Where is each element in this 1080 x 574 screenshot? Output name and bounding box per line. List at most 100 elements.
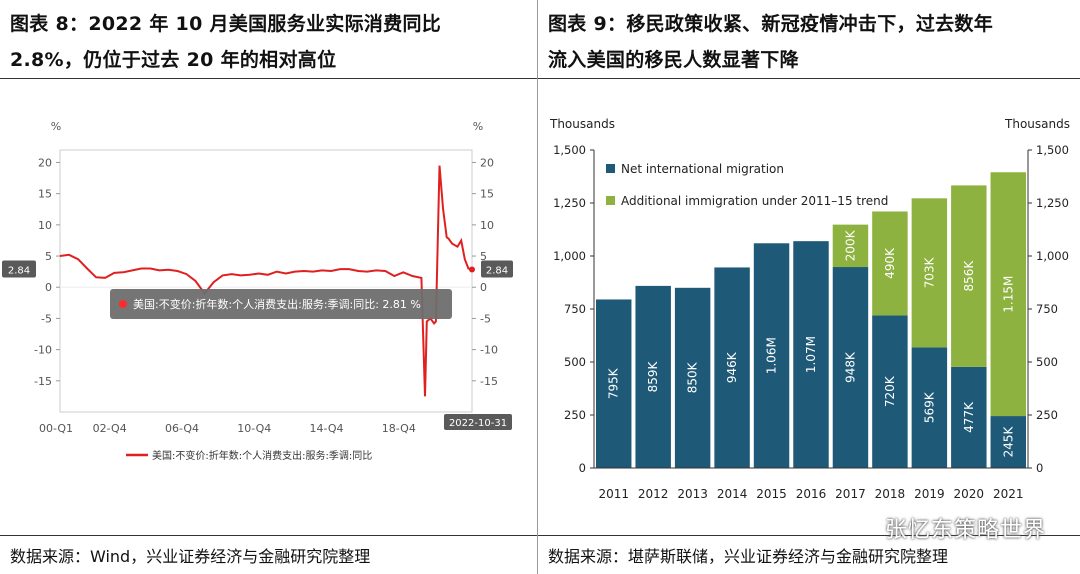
tooltip-text: 美国:不变价:折年数:个人消费支出:服务:季调:同比: 2.81 %: [133, 297, 421, 311]
bar-data-label: 490K: [883, 247, 897, 279]
y-tick-label-right: 250: [1036, 408, 1058, 422]
bar-segment: [872, 211, 908, 316]
y-tick-label-left: 0: [579, 461, 586, 475]
x-tick-label: 2019: [914, 487, 945, 501]
y-tick-label-left: 5: [45, 250, 52, 263]
last-value-label-left: 2.84: [8, 266, 30, 277]
last-value-badge-left: [2, 260, 36, 278]
x-tick-label: 2015: [756, 487, 787, 501]
legend-swatch: [606, 196, 615, 205]
legend-label: Additional immigration under 2011–15 tre…: [621, 194, 888, 208]
tooltip-box: [110, 289, 452, 319]
y-tick-label-right: 20: [480, 156, 494, 169]
bar-segment: [714, 267, 750, 468]
y-axis-title-left: Thousands: [549, 117, 615, 131]
x-tick-label: 10-Q4: [237, 422, 271, 435]
y-axis-title-right: Thousands: [1004, 117, 1070, 131]
migration-bar-chart: Thousands Thousands 0 0 250 250 500 500 750 750 1,…: [538, 80, 1080, 510]
right-title-line1: 图表 9：移民政策收紧、新冠疫情冲击下，过去数年: [548, 13, 994, 35]
x-tick-label: 00-Q1: [39, 422, 73, 435]
bar-segment: [872, 315, 908, 468]
legend-label: Net international migration: [621, 162, 784, 176]
x-tick-label: 2013: [677, 487, 708, 501]
x-tick-label: 2012: [638, 487, 669, 501]
y-tick-label-right: 10: [480, 219, 494, 232]
y-unit-right: %: [473, 120, 483, 133]
bar-segment: [911, 347, 948, 468]
x-tick-label: 02-Q4: [93, 422, 127, 435]
last-value-label-right: 2.84: [486, 266, 508, 277]
bar-data-label: 720K: [883, 375, 897, 407]
y-tick-label-left: 1,000: [553, 249, 586, 263]
y-tick-label-left: 750: [564, 302, 586, 316]
consumption-line-chart: 20 20 15 15 10 10 5 5 0 0 -5 -5 -10 -10 -15 -15% % 00-Q1 0…: [2, 120, 513, 462]
bar-segment: [793, 241, 829, 468]
bar-data-label: 850K: [686, 361, 700, 393]
y-tick-label-left: 500: [564, 355, 586, 369]
legend-label: 美国:不变价:折年数:个人消费支出:服务:季调:同比: [152, 449, 372, 462]
bar-data-label: 948K: [843, 351, 857, 383]
legend-swatch: [606, 164, 615, 173]
y-tick-label-left: 15: [38, 188, 52, 201]
bar-segment: [832, 267, 869, 468]
x-tick-label: 2021: [993, 487, 1024, 501]
y-tick-label-right: -10: [480, 344, 498, 357]
x-tick-label: 2014: [717, 487, 748, 501]
bar-segment: [911, 198, 948, 348]
y-tick-label-right: 1,500: [1036, 143, 1069, 157]
last-value-badge-right: [481, 260, 513, 278]
bar-data-label: 245K: [1001, 426, 1015, 458]
title-rule: [0, 78, 537, 79]
x-tick-label: 18-Q4: [382, 422, 416, 435]
y-tick-label-right: -5: [480, 312, 491, 325]
bar-segment: [753, 243, 790, 468]
source-rule: [0, 535, 537, 536]
bar-segment: [596, 299, 632, 468]
plot-area: [59, 149, 473, 413]
bar-data-label: 1.07M: [804, 336, 818, 373]
y-tick-label-right: 500: [1036, 355, 1058, 369]
x-tick-label: 2017: [835, 487, 866, 501]
bar-data-label: 200K: [843, 229, 857, 261]
bar-data-label: 703K: [922, 256, 936, 288]
right-title: 图表 9：移民政策收紧、新冠疫情冲击下，过去数年 流入美国的移民人数显著下降: [548, 6, 1072, 78]
bar-segment: [951, 185, 987, 367]
left-title: 图表 8：2022 年 10 月美国服务业实际消费同比 2.8%，仍位于过去 2…: [10, 6, 529, 78]
bar-data-label: 1.15M: [1001, 276, 1015, 313]
source-rule: [538, 535, 1080, 536]
last-point-marker: [469, 266, 475, 273]
y-tick-label-right: -15: [480, 375, 498, 388]
left-title-line1: 2022 年 10 月美国服务业实际消费同比: [88, 13, 442, 35]
y-tick-label-left: 1,250: [553, 196, 586, 210]
bar-segment: [635, 285, 671, 468]
x-tick-label: 2020: [954, 487, 985, 501]
x-tick-label: 06-Q4: [165, 422, 199, 435]
bar-segment: [951, 366, 987, 468]
tooltip-marker: [119, 300, 127, 308]
bar-data-label: 477K: [962, 401, 976, 433]
y-tick-label-right: 750: [1036, 302, 1058, 316]
bar-data-label: 795K: [607, 367, 621, 399]
x-tick-label: 2016: [796, 487, 827, 501]
y-tick-label-left: -10: [34, 344, 52, 357]
bar-segment: [832, 224, 869, 268]
y-tick-label-right: 15: [480, 188, 494, 201]
bar-data-label: 569K: [922, 391, 936, 423]
bar-data-label: 1.06M: [765, 337, 779, 374]
y-tick-label-left: 20: [38, 156, 52, 169]
bar-segment: [990, 172, 1026, 417]
right-title-line2: 流入美国的移民人数显著下降: [548, 49, 799, 71]
y-tick-label-right: 0: [1036, 461, 1043, 475]
y-tick-label-left: 1,500: [553, 143, 586, 157]
series-line: [59, 165, 473, 397]
y-tick-label-left: 250: [564, 408, 586, 422]
left-source: 数据来源：Wind，兴业证券经济与金融研究院整理: [10, 547, 371, 566]
y-tick-label-right: 1,000: [1036, 249, 1069, 263]
y-tick-label-left: -15: [34, 375, 52, 388]
y-tick-label-left: 0: [45, 281, 52, 294]
y-tick-label-left: -5: [41, 312, 52, 325]
y-tick-label-right: 5: [480, 250, 487, 263]
bar-data-label: 856K: [962, 260, 976, 292]
x-tick-label: 14-Q4: [310, 422, 344, 435]
bar-data-label: 946K: [725, 351, 739, 383]
